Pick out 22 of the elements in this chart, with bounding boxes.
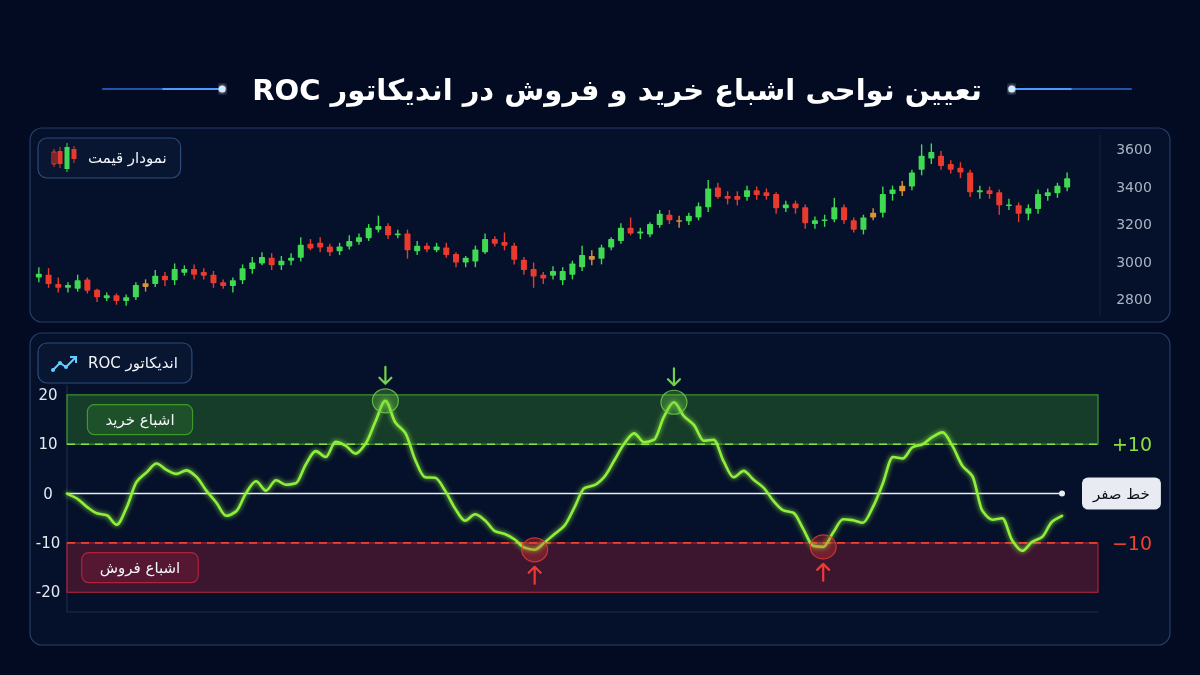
band-label: اشباع فروش xyxy=(99,558,181,577)
panel-label: اندیکاتور ROC xyxy=(37,342,193,384)
y-tick-label: -10 xyxy=(35,533,61,552)
ref-line-label: +10 xyxy=(1111,433,1153,456)
title: تعیین نواحی اشباع خرید و فروش در اندیکاتور ROC xyxy=(252,73,982,107)
y-tick-label: 3000 xyxy=(1116,253,1152,270)
band-label: اشباع خرید xyxy=(105,410,175,429)
panel-label: نمودار قیمت xyxy=(37,137,182,179)
band: اشباع خرید xyxy=(66,394,1099,445)
y-tick-label: 3400 xyxy=(1116,178,1152,195)
y-tick-label: -20 xyxy=(35,583,61,602)
y-tick-label: 20 xyxy=(38,385,58,404)
y-tick-label: 0 xyxy=(43,484,53,503)
y-tick-label: 3200 xyxy=(1116,216,1152,233)
y-tick-label: 2800 xyxy=(1116,291,1152,308)
ref-line-label: خط صفر xyxy=(1092,484,1150,503)
ref-line-label: −10 xyxy=(1111,531,1153,554)
ref-line: خط صفر xyxy=(66,477,1161,510)
y-tick-label: 3600 xyxy=(1116,141,1152,158)
y-tick-label: 10 xyxy=(38,435,58,454)
band: اشباع فروش xyxy=(66,542,1099,593)
chart-subtitle: اندیکاتور ROC xyxy=(88,354,178,372)
